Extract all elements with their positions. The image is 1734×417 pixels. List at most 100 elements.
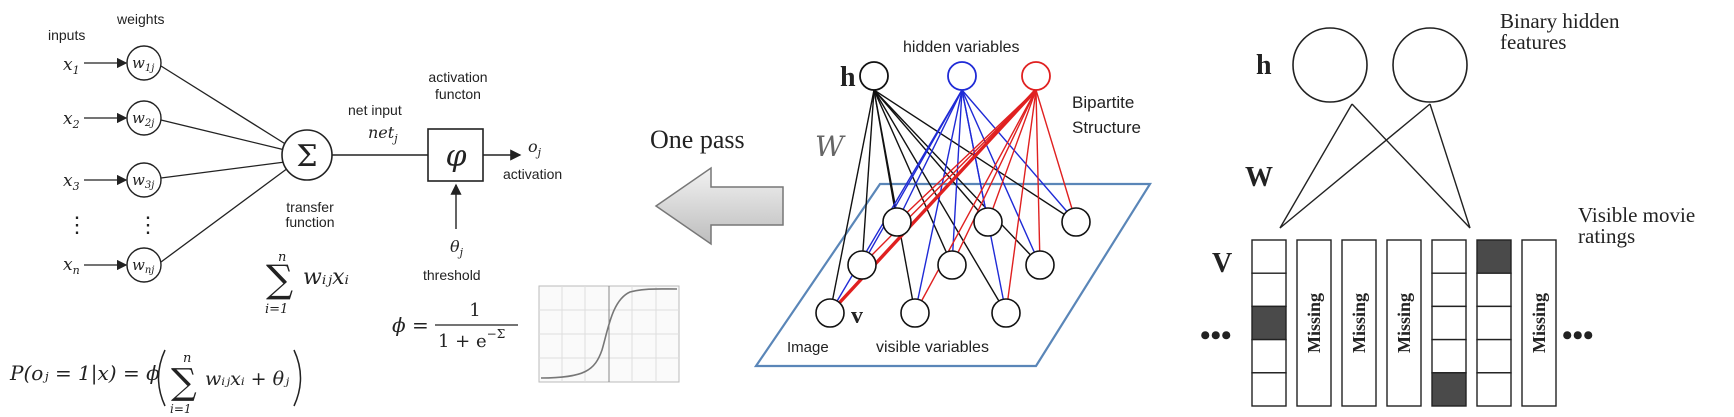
visible-node [900,298,930,328]
missing-label: Missing [1349,293,1369,353]
weight-dots: ⋮ [137,213,159,238]
visible-node [1061,207,1091,237]
input-row-1: x1 w1j [63,45,162,81]
bipartite-structure-label: Bipartite Structure [1072,93,1141,137]
visible-node [991,298,1021,328]
rating-cell [1476,338,1512,374]
input-row-n: xn wnj [63,247,162,283]
rbm-edge [873,89,989,223]
rating-cell [1251,239,1287,274]
probability-formula: P(oⱼ = 1|x) = ϕ n ∑ i=1 wᵢⱼxᵢ + θⱼ [9,349,302,416]
sum-formula-upper: n [278,250,286,265]
missing-box [1341,239,1377,407]
visible-node [847,250,877,280]
rating-columns: Missing Missing Missing Missing [1251,239,1557,407]
right-ellipsis: ••• [1562,319,1594,352]
left-ellipsis: ••• [1200,319,1232,352]
rbm-edge [961,89,1077,223]
rbm-edge [896,89,963,223]
visible-node [882,207,912,237]
movie-v-label: V [1212,248,1232,279]
rbm-h-label: h [840,62,856,93]
input-row-3: x3 w3j [63,162,162,198]
probability-paren-right [293,349,302,407]
sum-formula: n ∑ i=1 wᵢⱼxᵢ [265,250,349,317]
rating-cell-filled [1251,305,1287,341]
phi-symbol: φ [445,139,466,174]
activation-function-label: activation functon [428,69,487,102]
missing-box [1386,239,1422,407]
rbm-edge [873,89,953,266]
rbm-w-label: W [815,130,846,163]
weights-label: weights [116,11,164,27]
weight-node [126,45,162,81]
rbm-edge [1035,89,1077,223]
threshold-symbol: θj [450,237,464,259]
rbm-edge [873,89,1007,314]
weight-w1j-label: w1j [132,54,154,74]
rbm-edge [829,89,875,314]
activation-box [427,128,484,182]
net-j-label: netj [368,123,398,145]
sigmoid-formula: ϕ = 1 1 + e−Σ [392,300,518,352]
rbm-edge [1035,89,1041,266]
probability-lower: i=1 [170,402,192,416]
hidden-feature-node-2 [1392,27,1468,103]
rating-cell-filled [1476,239,1512,274]
rating-cell-filled [1431,372,1467,407]
rbm-edge [896,89,1037,223]
hidden-node-red [1021,61,1051,91]
sum-formula-term: wᵢⱼxᵢ [303,265,349,290]
one-pass-arrow: One pass [650,125,784,246]
missing-rating-column: Missing [1386,239,1422,407]
sigmoid-curve [540,288,678,379]
missing-box [1296,239,1332,407]
rating-cell [1476,305,1512,341]
rating-cell [1431,239,1467,274]
visible-node [1025,250,1055,280]
visible-movie-ratings-label: Visible movie ratings [1578,203,1695,248]
visible-node [973,207,1003,237]
perceptron-panel: inputs weights x1 w1j x2 w2j x3 w3j ⋮ ⋮ … [9,11,680,416]
output-label: oj [528,137,542,159]
visible-node [937,250,967,280]
left-arrow-shape [654,166,784,246]
hidden-feature-node-1 [1292,27,1368,103]
input-row-2: x2 w2j [63,100,162,136]
missing-label: Missing [1394,293,1414,353]
visible-plane [753,182,1152,368]
input-dots: ⋮ [66,213,88,238]
rating-cell [1251,272,1287,308]
movie-w-label: W [1245,162,1273,193]
rbm-edge [951,89,1037,266]
rbm-edge [987,89,1037,223]
visible-variables-label: visible variables [876,339,989,356]
probability-sigma: ∑ [171,362,197,403]
rating-column [1251,239,1287,407]
rating-column [1476,239,1512,407]
weight-w3j-label: w3j [132,171,154,191]
rating-column [1431,239,1467,407]
inputs-label: inputs [48,27,85,43]
rbm-nodes [815,61,1091,328]
rbm-colored-panel: h hidden variables W Bipartite Structure … [753,39,1152,368]
sigmoid-denominator: 1 + e−Σ [438,327,505,352]
weight-w2j-label: w2j [132,109,154,129]
weight-to-sum-edges [160,65,289,263]
sigmoid-lhs: ϕ = [392,313,429,337]
rating-cell [1251,338,1287,374]
one-pass-label: One pass [650,125,745,154]
rbm-edge [914,89,1037,314]
rbm-edge [873,89,898,223]
rbm-edge [914,89,963,314]
sigmoid-plot [538,285,680,383]
rbm-edge [861,89,963,266]
input-xn-label: xn [63,255,80,277]
rating-cell [1431,305,1467,341]
probability-paren-left [157,349,166,407]
rating-cell [1431,338,1467,374]
visible-node [815,298,845,328]
rbm-v-label: v [851,303,863,329]
probability-term: wᵢⱼxᵢ + θⱼ [205,368,289,390]
